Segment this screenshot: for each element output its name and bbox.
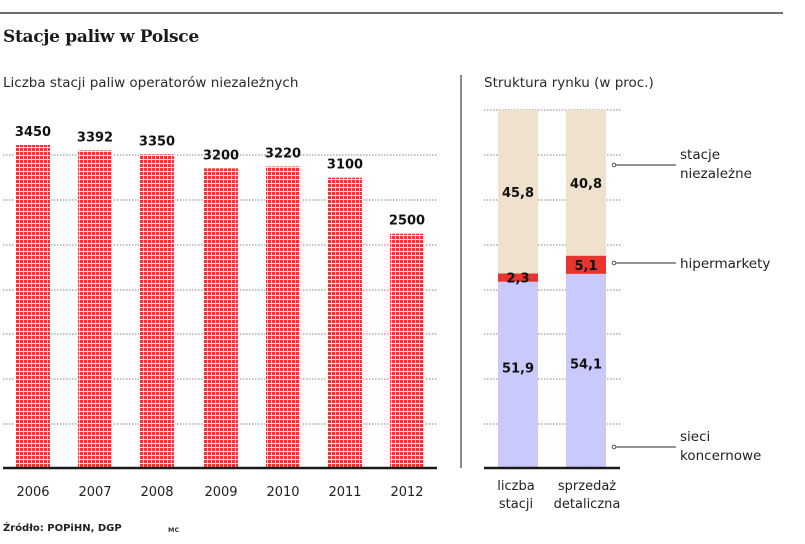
x-tick-label: liczba <box>497 479 534 494</box>
bar-2006 <box>16 145 50 467</box>
segment-hipermarkety <box>498 273 538 282</box>
left-x-ticks: 2006 2007 2008 2009 2010 2011 2012 <box>3 466 437 500</box>
segment-label: 40,8 <box>570 177 602 192</box>
bar-2008 <box>140 154 174 468</box>
bar-2011 <box>328 177 362 467</box>
leader-dot <box>611 444 617 450</box>
segment-hipermarkety <box>566 255 606 274</box>
bar-2010 <box>266 166 300 467</box>
value-label: 3392 <box>77 130 113 145</box>
legend-label: hipermarkety <box>680 256 770 272</box>
left-bars <box>15 143 425 468</box>
value-label: 3100 <box>327 158 363 173</box>
right-chart-title: Struktura rynku (w proc.) <box>484 75 654 91</box>
legend-label: sieci <box>680 429 710 445</box>
segment-stacje-niezależne <box>566 110 606 256</box>
segment-label: 45,8 <box>502 186 534 201</box>
segment-stacje-niezależne <box>498 110 538 274</box>
author-initials: MC <box>168 526 180 534</box>
legend-label: stacje <box>680 147 720 163</box>
chart-divider <box>460 75 462 468</box>
x-tick-label: 2011 <box>328 485 361 500</box>
value-label: 3450 <box>15 125 51 140</box>
value-label: 3200 <box>203 148 239 163</box>
x-tick-label: 2008 <box>140 485 173 500</box>
segment-sieci-koncernowe <box>498 281 538 467</box>
x-tick-label: stacji <box>499 497 533 512</box>
bar-2009 <box>204 168 238 468</box>
top-rule <box>0 12 783 14</box>
legend-label: niezależne <box>680 166 752 182</box>
x-tick-label: sprzedaż <box>558 479 616 494</box>
x-tick-label: 2009 <box>204 485 237 500</box>
x-tick-label: detaliczna <box>554 497 621 512</box>
leader-dot <box>611 260 617 266</box>
left-chart-title: Liczba stacji paliw operatorów niezależn… <box>3 75 299 91</box>
value-label: 3220 <box>265 146 301 161</box>
value-label: 2500 <box>389 214 425 229</box>
segment-label: 54,1 <box>570 357 602 372</box>
right-x-ticks: liczba stacji sprzedaż detaliczna <box>484 466 621 512</box>
right-legend: stacje niezależne hipermarkety sieci koncern… <box>611 147 770 464</box>
bar-2012 <box>390 233 424 467</box>
left-value-labels: 3450 3392 3350 3200 3220 3100 2500 <box>15 125 425 229</box>
leader-dot <box>611 162 617 168</box>
segment-sieci-koncernowe <box>566 273 606 467</box>
source-note: Źródło: POPiHN, DGP <box>3 523 122 534</box>
value-label: 3350 <box>139 134 175 149</box>
x-tick-label: 2006 <box>16 485 49 500</box>
x-tick-label: 2007 <box>78 485 111 500</box>
x-tick-label: 2012 <box>390 485 423 500</box>
segment-label: 51,9 <box>502 361 534 376</box>
x-tick-label: 2010 <box>266 485 299 500</box>
segment-label: 5,1 <box>574 259 597 274</box>
right-value-labels: 51,9 2,3 45,8 54,1 5,1 40,8 <box>502 177 602 377</box>
legend-label: koncernowe <box>680 448 761 464</box>
bar-2007 <box>78 150 112 467</box>
segment-label: 2,3 <box>506 272 529 287</box>
right-bars <box>498 110 606 467</box>
infographic-title: Stacje paliw w Polsce <box>3 27 199 47</box>
